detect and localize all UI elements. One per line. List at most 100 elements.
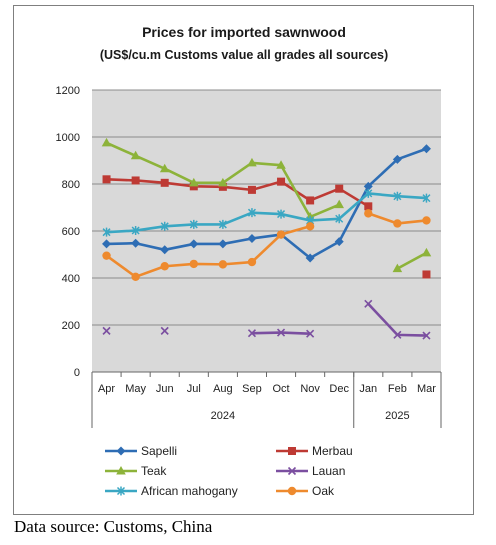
data-point-teak [334, 199, 345, 209]
legend-item-lauan: Lauan [276, 464, 345, 478]
legend-item-african-mahogany: African mahogany [105, 484, 238, 498]
series-teak [101, 137, 432, 273]
data-point-lauan [306, 329, 315, 338]
data-point-oak [364, 209, 373, 218]
x-tick-label: May [125, 383, 146, 395]
data-point-oak [189, 259, 198, 269]
series-african-mahogany [102, 188, 431, 237]
data-point-sapelli-shape [218, 239, 228, 249]
y-tick-label: 600 [62, 226, 80, 238]
data-point-merbau [247, 185, 256, 194]
legend-marker-oak-shape [287, 486, 297, 496]
data-point-oak-shape [131, 272, 140, 282]
series-line-oak [105, 225, 312, 279]
series-line-african-mahogany [105, 192, 428, 234]
y-tick-label: 400 [62, 273, 80, 285]
legend-label-merbau: Merbau [312, 444, 353, 458]
data-point-african-mahogany [247, 208, 256, 218]
data-point-oak-shape [422, 216, 431, 225]
data-point-merbau [277, 177, 286, 186]
chart-subtitle: (US$/cu.m Customs value all grades all s… [100, 48, 388, 62]
data-point-sapelli-shape [189, 239, 199, 249]
data-point-sapelli-shape [392, 154, 402, 164]
data-point-oak [247, 257, 257, 267]
data-point-sapelli [102, 239, 112, 249]
data-point-teak-shape [101, 137, 112, 147]
x-tick-label: Feb [388, 383, 407, 395]
data-point-lauan [364, 299, 373, 308]
data-point-merbau-shape [422, 270, 431, 279]
series-line-sapelli [105, 147, 428, 260]
data-point-sapelli-shape [102, 239, 112, 249]
x-tick-label: Jul [187, 383, 201, 395]
data-point-african-mahogany-shape [247, 208, 256, 218]
y-tick-label: 1000 [56, 132, 80, 144]
series-line-teak [396, 251, 428, 270]
data-point-teak [130, 150, 141, 160]
y-tick-label: 1200 [56, 85, 80, 97]
legend-marker-teak [116, 466, 126, 475]
data-point-teak-shape [130, 150, 141, 160]
legend-marker-merbau-shape [288, 447, 296, 455]
y-tick-label: 0 [74, 367, 80, 379]
data-point-oak-shape [247, 257, 257, 267]
x-tick-label: Dec [329, 383, 349, 395]
legend-marker-merbau [288, 447, 296, 455]
data-point-teak-shape [421, 247, 432, 257]
legend-item-sapelli: Sapelli [105, 444, 177, 458]
data-point-sapelli [160, 245, 170, 255]
y-tick-label: 200 [62, 320, 80, 332]
data-point-sapelli-shape [247, 234, 257, 244]
data-point-merbau [131, 176, 140, 185]
x-group-label: 2024 [211, 410, 235, 422]
data-point-merbau-shape [160, 178, 169, 187]
data-point-merbau-shape [306, 196, 315, 205]
data-point-sapelli-shape [131, 238, 141, 248]
legend-marker-lauan [287, 466, 297, 476]
legend-item-merbau: Merbau [276, 444, 353, 458]
axes: 0 200 400 600 800 1000 1200 Apr May Jun Jul Aug Sep O… [56, 85, 442, 428]
data-point-teak-shape [218, 177, 228, 187]
data-point-sapelli-shape [160, 245, 170, 255]
data-point-sapelli [131, 238, 141, 248]
data-point-lauan-shape [276, 328, 286, 337]
data-point-teak [247, 157, 257, 167]
data-point-sapelli [247, 234, 257, 244]
data-point-lauan [422, 331, 431, 340]
data-point-oak-shape [276, 230, 286, 239]
data-point-african-mahogany-shape [393, 191, 402, 201]
data-point-merbau [160, 178, 169, 187]
chart-title: Prices for imported sawnwood [142, 24, 346, 40]
data-point-oak [102, 251, 111, 260]
data-point-teak [159, 163, 170, 173]
line-chart: Prices for imported sawnwood (US$/cu.m C… [56, 24, 442, 498]
data-point-sapelli [218, 239, 228, 249]
data-point-merbau [335, 184, 344, 193]
legend-label-lauan: Lauan [312, 464, 345, 478]
data-point-sapelli [363, 181, 373, 191]
data-point-african-mahogany-shape [189, 219, 198, 229]
data-point-sapelli-shape [421, 144, 431, 154]
data-point-lauan-shape [102, 326, 111, 335]
data-point-merbau [306, 196, 315, 205]
data-point-lauan-shape [364, 299, 373, 308]
chart-frame: Prices for imported sawnwood (US$/cu.m C… [13, 5, 474, 515]
data-point-teak [276, 160, 286, 169]
data-point-lauan [247, 329, 257, 338]
data-point-oak [393, 219, 402, 228]
data-point-teak [101, 137, 112, 147]
data-point-oak-shape [218, 260, 228, 269]
data-point-merbau-shape [277, 177, 286, 186]
data-point-lauan-shape [160, 326, 169, 335]
data-point-oak [276, 230, 286, 239]
data-point-oak [305, 222, 315, 231]
data-point-african-mahogany [393, 191, 402, 201]
x-group-label: 2025 [385, 410, 409, 422]
data-point-sapelli-shape [305, 253, 315, 263]
data-point-african-mahogany [364, 188, 373, 198]
data-point-teak-shape [392, 263, 403, 273]
data-point-african-mahogany-shape [131, 226, 140, 236]
x-tick-label: Mar [417, 383, 436, 395]
data-point-lauan [276, 328, 286, 337]
legend-item-oak: Oak [276, 484, 335, 498]
